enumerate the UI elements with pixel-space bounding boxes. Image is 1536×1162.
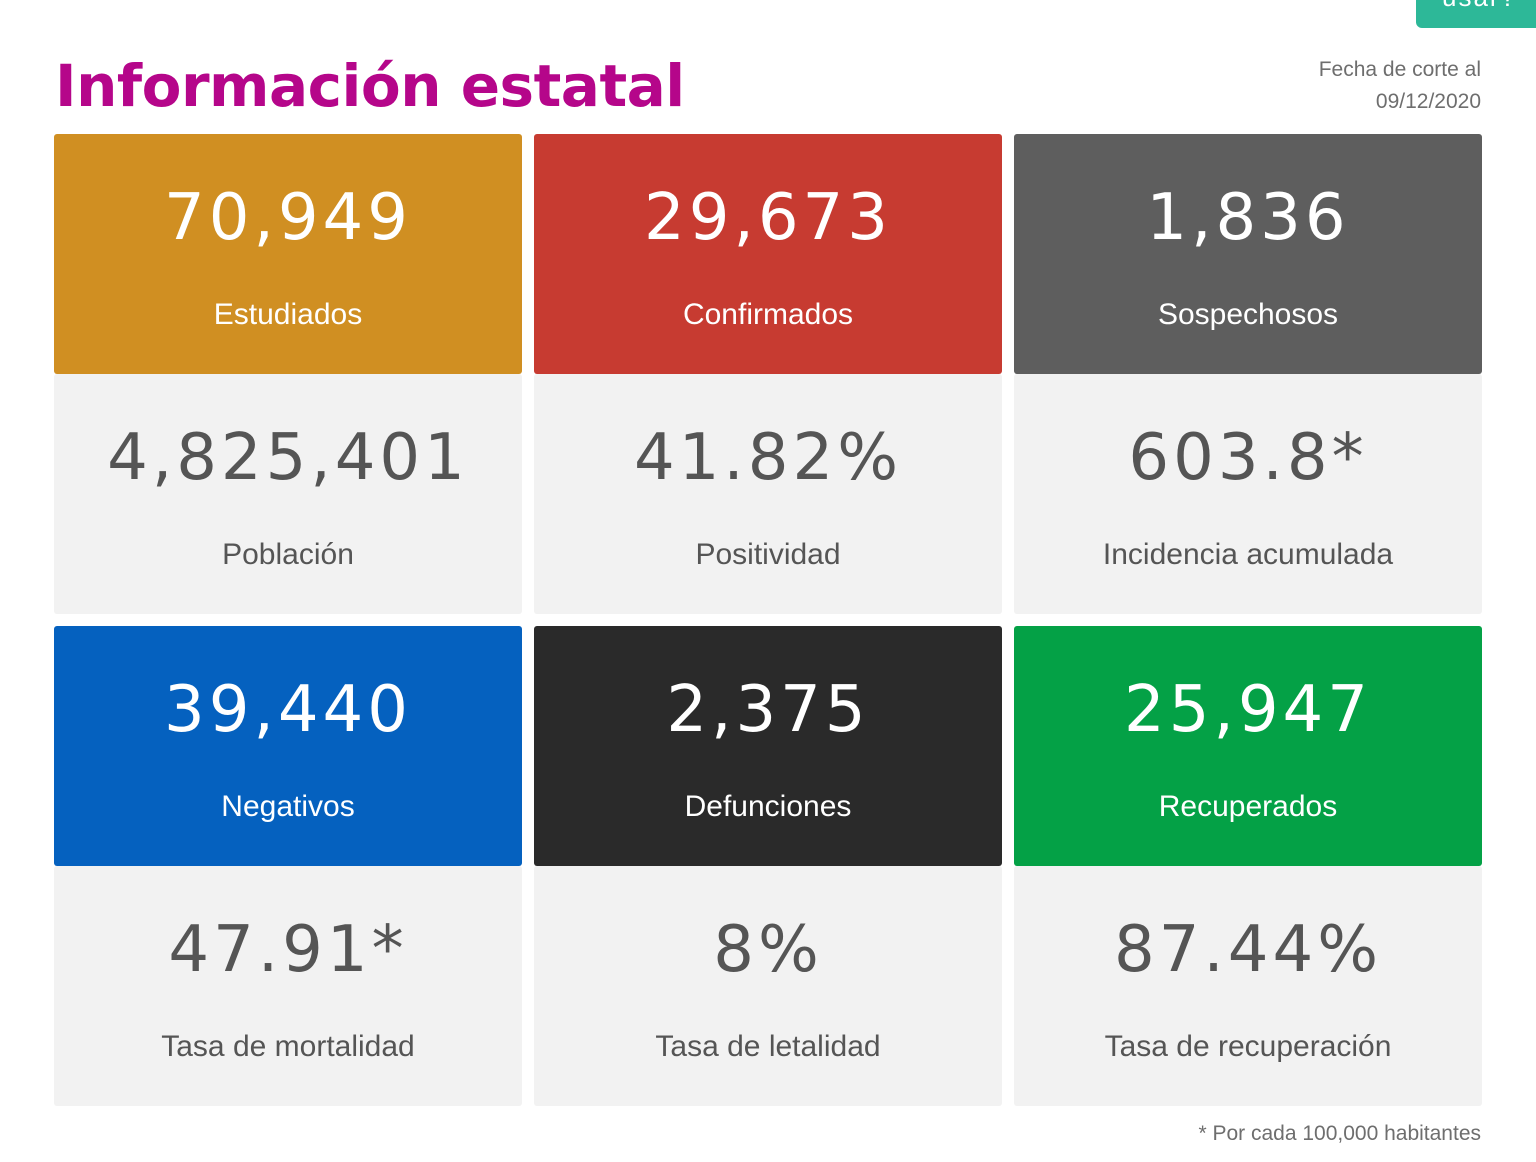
card-defunciones: 2,375 Defunciones [534, 626, 1002, 866]
card-letalidad: 8% Tasa de letalidad [534, 866, 1002, 1106]
stats-grid: 70,949 Estudiados 29,673 Confirmados 1,836… [54, 134, 1482, 1106]
card-incidencia: 603.8* Incidencia acumulada [1014, 374, 1482, 614]
date-label: Fecha de corte al [1318, 58, 1481, 81]
stat-value: 25,947 [1124, 673, 1372, 747]
stat-value: 87.44% [1113, 913, 1383, 987]
stat-label: Confirmados [682, 298, 854, 331]
stat-label: Tasa de letalidad [655, 1030, 881, 1063]
stat-value: 29,673 [644, 181, 892, 255]
stat-label: Recuperados [1158, 790, 1338, 823]
stat-value: 2,375 [666, 673, 870, 747]
stat-label: Población [222, 538, 354, 571]
stat-value: 41.82% [633, 421, 903, 495]
page-title: Información estatal [55, 52, 685, 120]
stat-label: Positividad [695, 538, 841, 571]
date-value: 09/12/2020 [1375, 90, 1481, 113]
stat-label: Tasa de recuperación [1104, 1030, 1392, 1063]
stat-value: 47.91* [168, 913, 408, 987]
footnote: * Por cada 100,000 habitantes [1198, 1122, 1481, 1145]
card-mortalidad: 47.91* Tasa de mortalidad [54, 866, 522, 1106]
card-positividad: 41.82% Positividad [534, 374, 1002, 614]
stat-label: Estudiados [213, 298, 363, 331]
card-estudiados: 70,949 Estudiados [54, 134, 522, 374]
stat-value: 4,825,401 [107, 421, 469, 495]
help-button[interactable]: usar? [1416, 0, 1536, 28]
stat-label: Defunciones [684, 790, 852, 823]
stat-value: 603.8* [1128, 421, 1368, 495]
stat-value: 39,440 [164, 673, 412, 747]
stat-label: Negativos [221, 790, 355, 823]
stat-value: 8% [713, 913, 823, 987]
stat-value: 1,836 [1146, 181, 1350, 255]
cutoff-date: Fecha de corte al 09/12/2020 [1319, 54, 1481, 118]
card-poblacion: 4,825,401 Población [54, 374, 522, 614]
stat-label: Tasa de mortalidad [161, 1030, 415, 1063]
card-negativos: 39,440 Negativos [54, 626, 522, 866]
card-recuperados: 25,947 Recuperados [1014, 626, 1482, 866]
card-sospechosos: 1,836 Sospechosos [1014, 134, 1482, 374]
card-confirmados: 29,673 Confirmados [534, 134, 1002, 374]
stat-label: Incidencia acumulada [1102, 538, 1394, 571]
stat-label: Sospechosos [1157, 298, 1339, 331]
stat-value: 70,949 [164, 181, 412, 255]
card-recuperacion: 87.44% Tasa de recuperación [1014, 866, 1482, 1106]
